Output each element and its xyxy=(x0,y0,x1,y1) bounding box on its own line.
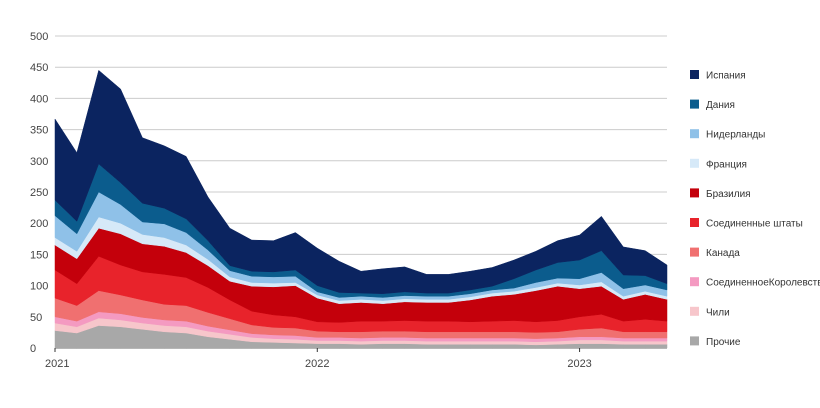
legend-swatch xyxy=(690,70,699,79)
legend: Испания Дания Нидерланды Франция Бразилия Сое… xyxy=(690,70,820,348)
legend-swatch xyxy=(690,277,699,287)
y-tick-label: 200 xyxy=(30,218,48,230)
legend-swatch xyxy=(690,129,699,139)
legend-label: Соединенные штаты xyxy=(706,219,803,230)
legend-label: Дания xyxy=(706,100,735,111)
x-tick-label: 2021 xyxy=(45,358,69,370)
legend-label: СоединенноеКоролевство xyxy=(706,278,820,289)
y-tick-label: 500 xyxy=(30,31,48,43)
y-tick-label: 400 xyxy=(30,93,48,105)
legend-swatch xyxy=(690,336,699,346)
legend-label: Бразилия xyxy=(706,189,751,200)
x-tick-label: 2023 xyxy=(567,358,591,370)
legend-label: Чили xyxy=(706,307,730,318)
legend-swatch xyxy=(690,99,699,109)
y-tick-label: 100 xyxy=(30,281,48,293)
y-tick-label: 350 xyxy=(30,125,48,137)
legend-label: Прочие xyxy=(706,337,741,348)
y-tick-label: 0 xyxy=(30,343,36,355)
legend-label: Франция xyxy=(706,159,747,170)
legend-swatch xyxy=(690,188,699,198)
x-tick-label: 2022 xyxy=(305,358,329,370)
area-series xyxy=(54,69,668,294)
y-tick-label: 250 xyxy=(30,187,48,199)
legend-swatch xyxy=(690,218,699,227)
y-tick-label: 150 xyxy=(30,249,48,261)
legend-label: Испания xyxy=(706,71,746,82)
axes: 0 50 100 150 200 250 300 350 400 450 500 2021 2022 20… xyxy=(30,31,592,370)
legend-label: Нидерланды xyxy=(706,130,765,141)
legend-swatch xyxy=(690,158,699,168)
y-tick-label: 300 xyxy=(30,156,48,168)
legend-swatch xyxy=(690,247,699,257)
legend-label: Канада xyxy=(706,248,740,259)
y-tick-label: 450 xyxy=(30,62,48,74)
plot-areas xyxy=(54,69,668,349)
y-tick-label: 50 xyxy=(30,312,42,324)
legend-swatch xyxy=(690,306,699,316)
